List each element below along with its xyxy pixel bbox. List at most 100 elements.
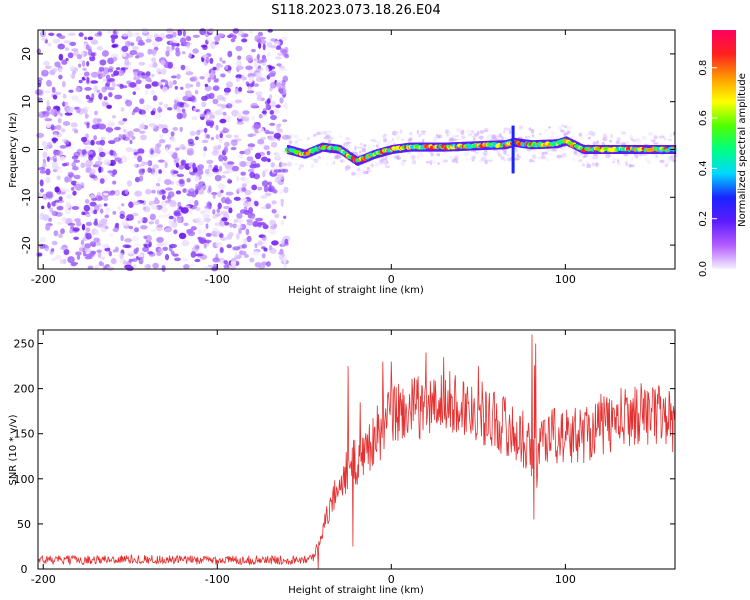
snr-x-tick-label: -200 (31, 573, 56, 586)
spectrogram-noise-dot (156, 142, 162, 148)
spectrogram-noise-dot (137, 155, 143, 163)
spectrogram-noise-dot (216, 94, 224, 101)
spectrogram-noise-dot (179, 144, 186, 150)
spectrogram-y-tick-label: 10 (20, 95, 33, 109)
snr-y-tick-label: 0 (21, 563, 28, 576)
spectrogram-halo-dot (586, 134, 589, 137)
spectrogram-noise-dot (86, 76, 90, 84)
spectrogram-noise-dot (250, 160, 257, 166)
spectrogram-noise-dot (103, 250, 109, 254)
spectrogram-noise-dot (195, 81, 201, 88)
spectrogram-noise-dot (279, 88, 284, 94)
spectrogram-noise-dot (124, 238, 132, 243)
spectrogram-noise-dot (141, 168, 145, 173)
spectrogram-noise-dot (68, 32, 76, 36)
spectrogram-noise-dot (158, 101, 163, 106)
spectrogram-noise-dot (282, 119, 288, 123)
spectrogram-noise-dot (67, 256, 75, 264)
spectrogram-noise-dot (122, 118, 128, 122)
spectrogram-halo-dot (482, 151, 489, 155)
spectrogram-noise-dot (144, 264, 152, 269)
spectrogram-noise-dot (157, 176, 162, 183)
spectrogram-halo-dot (547, 126, 552, 129)
spectrogram-noise-dot (108, 92, 113, 98)
spectrogram-noise-dot (275, 152, 280, 160)
spectrogram-noise-dot (183, 103, 190, 108)
spectrogram-halo-dot (465, 157, 469, 161)
spectrogram-noise-dot (169, 200, 177, 208)
snr-y-tick-label: 200 (14, 383, 35, 396)
spectrogram-halo-dot (401, 161, 405, 166)
spectrogram-noise-dot (97, 156, 101, 162)
spectrogram-x-tick-label: 0 (388, 273, 395, 286)
spectrogram-noise-dot (230, 139, 238, 147)
spectrogram-noise-dot (235, 45, 243, 52)
spectrogram-noise-dot (131, 258, 138, 262)
spectrogram-noise-dot (150, 228, 157, 233)
spectrogram-halo-dot (635, 139, 642, 144)
spectrogram-noise-dot (122, 33, 128, 37)
spectrogram-noise-dot (173, 229, 178, 235)
spectrogram-noise-dot (181, 240, 190, 247)
spectrogram-noise-dot (132, 46, 139, 51)
spectrogram-noise-dot (58, 233, 63, 239)
spectrogram-noise-dot (43, 69, 47, 75)
spectrogram-noise-dot (126, 180, 133, 187)
spectrogram-noise-dot (192, 162, 196, 170)
spectrogram-halo-dot (564, 125, 568, 128)
spectrogram-noise-dot (60, 128, 66, 133)
spectrogram-noise-dot (254, 163, 261, 168)
spectrogram-halo-dot (506, 154, 510, 157)
spectrogram-halo-dot (445, 129, 449, 134)
spectrogram-halo-dot (293, 134, 299, 139)
spectrogram-noise-dot (195, 183, 199, 191)
spectrogram-noise-dot (111, 81, 116, 89)
spectrogram-noise-dot (241, 183, 247, 188)
spectrogram-noise-dot (261, 235, 267, 241)
spectrogram-noise-dot (90, 71, 99, 78)
spectrogram-noise-dot (70, 261, 77, 267)
colorbar-gradient (712, 30, 736, 269)
spectrogram-halo-dot (659, 159, 665, 163)
spectrogram-noise-dot (138, 163, 143, 168)
spectrogram-noise-dot (171, 45, 175, 50)
spectrogram-noise-dot (188, 168, 194, 173)
spectrogram-noise-dot (138, 108, 142, 115)
spectrogram-noise-dot (134, 190, 143, 197)
spectrogram-noise-dot (101, 50, 109, 57)
spectrogram-noise-dot (259, 77, 267, 82)
spectrogram-noise-dot (278, 161, 283, 168)
spectrogram-noise-dot (81, 136, 87, 143)
spectrogram-noise-dot (202, 228, 207, 235)
spectrogram-noise-dot (41, 69, 49, 77)
spectrogram-noise-dot (223, 146, 229, 154)
spectrogram-noise-dot (112, 169, 118, 176)
spectrogram-halo-dot (496, 150, 501, 153)
spectrogram-noise-dot (84, 105, 90, 110)
spectrogram-noise-dot (222, 97, 226, 102)
spectrogram-noise-dot (261, 253, 266, 259)
spectrogram-noise-dot (263, 247, 268, 252)
spectrogram-halo-dot (307, 137, 310, 141)
spectrogram-halo-dot (644, 157, 648, 161)
spectrogram-noise-dot (187, 230, 196, 237)
spectrogram-noise-dot (114, 126, 121, 131)
spectrogram-noise-dot (148, 221, 154, 225)
colorbar-tick-label: 0.8 (698, 60, 709, 76)
spectrogram-noise-dot (64, 176, 70, 183)
spectrogram-halo-dot (344, 142, 348, 148)
spectrogram-halo-dot (473, 137, 476, 141)
spectrogram-noise-dot (87, 48, 92, 56)
spectrogram-noise-dot (283, 215, 287, 219)
spectrogram-halo-dot (543, 151, 548, 155)
spectrogram-noise-dot (87, 36, 94, 41)
spectrogram-noise-dot (268, 185, 275, 193)
spectrogram-halo-dot (338, 135, 342, 138)
spectrogram-noise-dot (94, 33, 102, 37)
spectrogram-halo-dot (544, 129, 549, 132)
spectrogram-noise-dot (136, 32, 140, 36)
spectrogram-noise-dot (121, 67, 129, 71)
spectrogram-halo-dot (498, 133, 502, 138)
spectrogram-noise-dot (153, 32, 159, 37)
